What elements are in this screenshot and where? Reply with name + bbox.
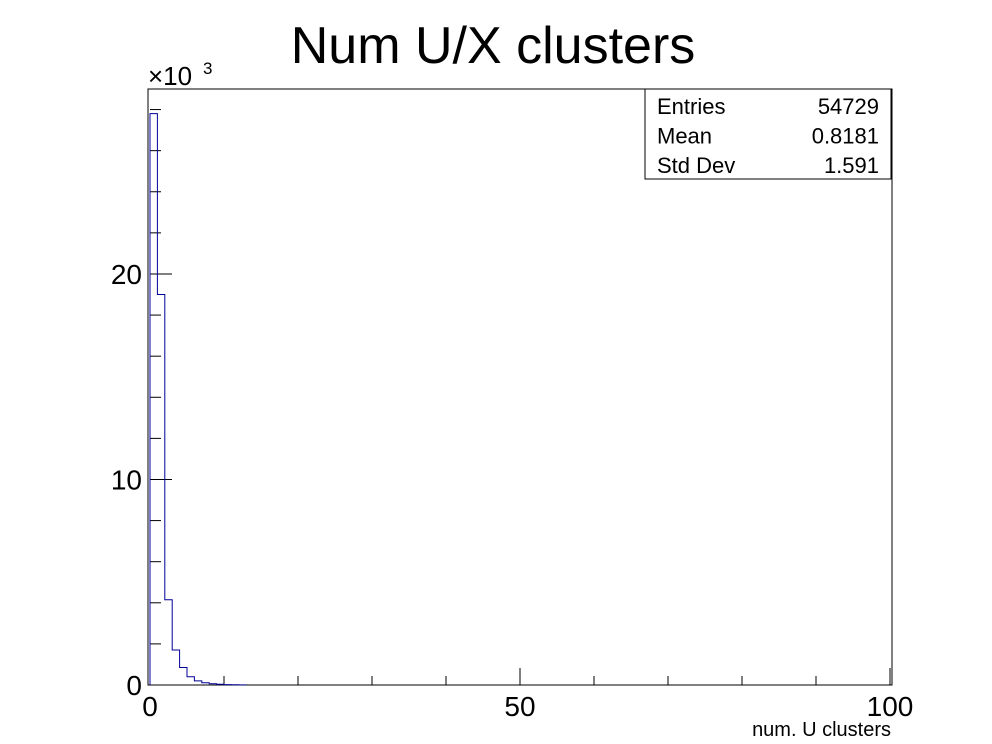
chart-title: Num U/X clusters: [291, 17, 696, 75]
axis-tick-labels: 0 50 100 0 10 20: [111, 259, 914, 722]
y-tick-label: 20: [111, 259, 142, 290]
stats-row-label: Mean: [657, 124, 712, 149]
stats-box: Entries 54729 Mean 0.8181 Std Dev 1.591: [644, 88, 892, 180]
y-multiplier-exponent: 3: [203, 59, 212, 78]
x-axis-label: num. U clusters: [752, 719, 891, 741]
stats-box-frame: [644, 88, 892, 180]
stats-row-label: Std Dev: [657, 153, 735, 178]
y-multiplier-base: ×10: [148, 61, 192, 91]
y-multiplier: ×10 3: [148, 59, 212, 91]
x-tick-label: 50: [504, 691, 535, 722]
y-tick-label: 0: [126, 670, 142, 701]
y-tick-label: 10: [111, 464, 142, 495]
x-tick-label: 0: [142, 691, 158, 722]
stats-row-value: 1.591: [824, 153, 879, 178]
stats-row-label: Entries: [657, 94, 725, 119]
stats-row-value: 54729: [818, 94, 879, 119]
histogram-series-line: [149, 113, 247, 686]
axis-ticks: [149, 109, 891, 686]
x-tick-label: 100: [867, 691, 914, 722]
stats-row-value: 0.8181: [812, 124, 879, 149]
